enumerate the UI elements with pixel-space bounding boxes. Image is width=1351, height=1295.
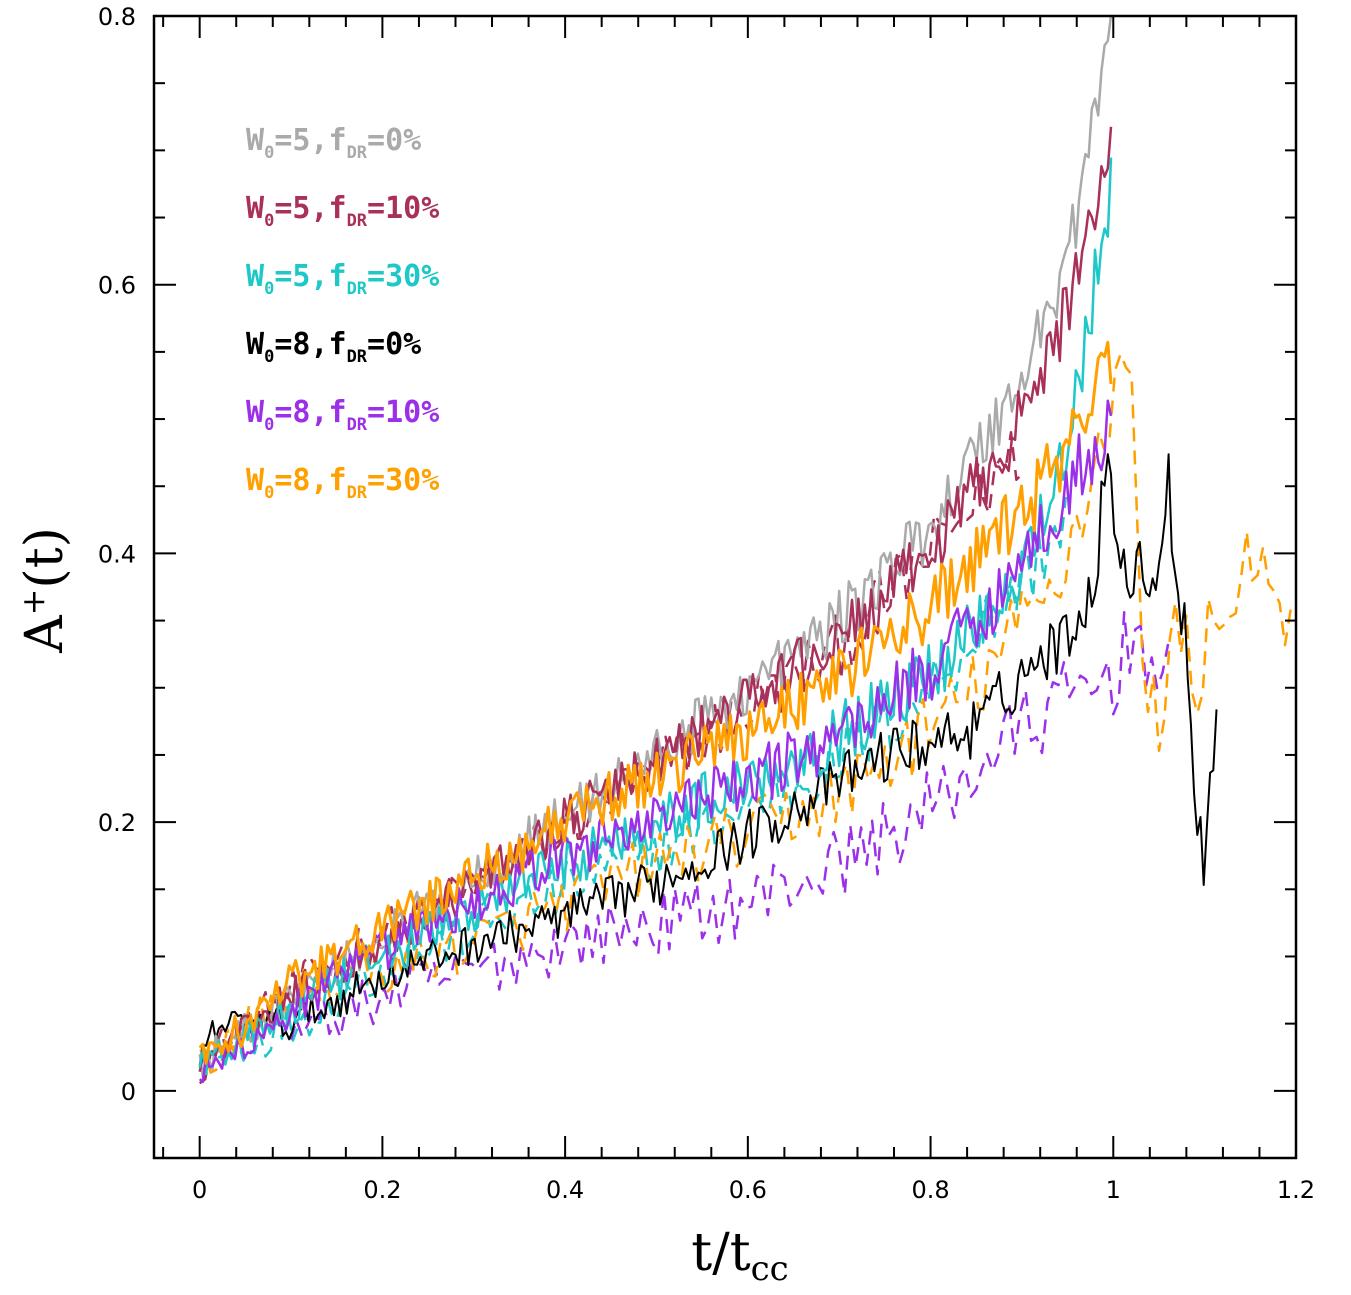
legend-entry-part: DR [347, 143, 368, 163]
legend-entry-part: DR [347, 211, 368, 231]
x-tick-label: 0.8 [911, 1176, 949, 1204]
series-layer [198, 16, 1296, 1085]
legend-entry-part: W [246, 395, 265, 430]
legend-entry-part: DR [347, 483, 368, 503]
series-line [198, 453, 1218, 1066]
legend-entry-part: 0 [264, 415, 274, 435]
legend-entry: W0=5,fDR=0% [246, 123, 421, 163]
legend-entry-part: W [246, 191, 265, 226]
series-line [289, 611, 1170, 1040]
legend-entry-part: =0% [367, 123, 421, 158]
legend-entry-part: W [246, 327, 265, 362]
y-tick-label: 0.6 [98, 272, 136, 300]
legend-entry-part: 0 [264, 483, 274, 503]
y-tick-label: 0.2 [98, 809, 136, 837]
legend: W0=5,fDR=0%W0=5,fDR=10%W0=5,fDR=30%W0=8,… [246, 123, 439, 503]
legend-entry-part: =0% [367, 327, 421, 362]
series-line [198, 157, 1113, 1076]
legend-entry: W0=5,fDR=30% [246, 259, 439, 299]
legend-entry-part: DR [347, 347, 368, 367]
x-axis-label: t/tcc [691, 1223, 788, 1289]
legend-entry-part: 0 [264, 143, 274, 163]
legend-entry-part: =30% [367, 463, 439, 498]
series-line [198, 399, 1113, 1084]
x-tick-label: 0 [192, 1176, 207, 1204]
plot-frame [152, 14, 1298, 1160]
x-axis-label-sub: cc [751, 1249, 789, 1289]
legend-entry-part: 0 [264, 279, 274, 299]
legend-entry-part: =8,f [274, 395, 346, 430]
series-line [199, 352, 1296, 1074]
legend-entry-part: =5,f [274, 259, 346, 294]
y-axis-label: A+(t) [14, 527, 75, 654]
x-tick-label: 0.2 [363, 1176, 401, 1204]
legend-entry-part: =5,f [274, 191, 346, 226]
x-tick-label: 0.4 [546, 1176, 584, 1204]
legend-entry: W0=5,fDR=10% [246, 191, 439, 231]
legend-entry-part: 0 [264, 211, 274, 231]
legend-entry-part: =30% [367, 259, 439, 294]
legend-entry-part: =5,f [274, 123, 346, 158]
x-tick-label: 0.6 [729, 1176, 767, 1204]
legend-entry-part: =10% [367, 395, 439, 430]
legend-entry-part: =8,f [274, 463, 346, 498]
y-tick-label: 0 [121, 1078, 136, 1106]
y-axis-label-main: A [15, 614, 75, 654]
legend-entry-part: 0 [264, 347, 274, 367]
x-tick-label: 1.2 [1277, 1176, 1315, 1204]
legend-entry: W0=8,fDR=30% [246, 463, 439, 503]
ticks-layer: 0 0.2 0.4 0.6 0.8 1 1.2 0 0.2 0.4 0.6 0.8 [98, 3, 1315, 1204]
legend-entry-part: W [246, 259, 265, 294]
y-axis-label-sup: + [14, 589, 52, 616]
legend-entry-part: DR [347, 279, 368, 299]
y-tick-label: 0.4 [98, 540, 136, 568]
series-line [198, 126, 1113, 1072]
legend-entry: W0=8,fDR=0% [246, 327, 421, 367]
legend-entry-part: =10% [367, 191, 439, 226]
legend-entry-part: W [246, 463, 265, 498]
series-line [199, 496, 1068, 1062]
legend-entry: W0=8,fDR=10% [246, 395, 439, 435]
legend-entry-part: DR [347, 415, 368, 435]
series-line [198, 340, 1113, 1065]
x-tick-label: 1 [1106, 1176, 1121, 1204]
y-axis-label-tail: (t) [15, 527, 75, 588]
legend-entry-part: W [246, 123, 265, 158]
x-axis-label-main: t/t [691, 1223, 750, 1283]
legend-entry-part: =8,f [274, 327, 346, 362]
y-tick-label: 0.8 [98, 3, 136, 31]
